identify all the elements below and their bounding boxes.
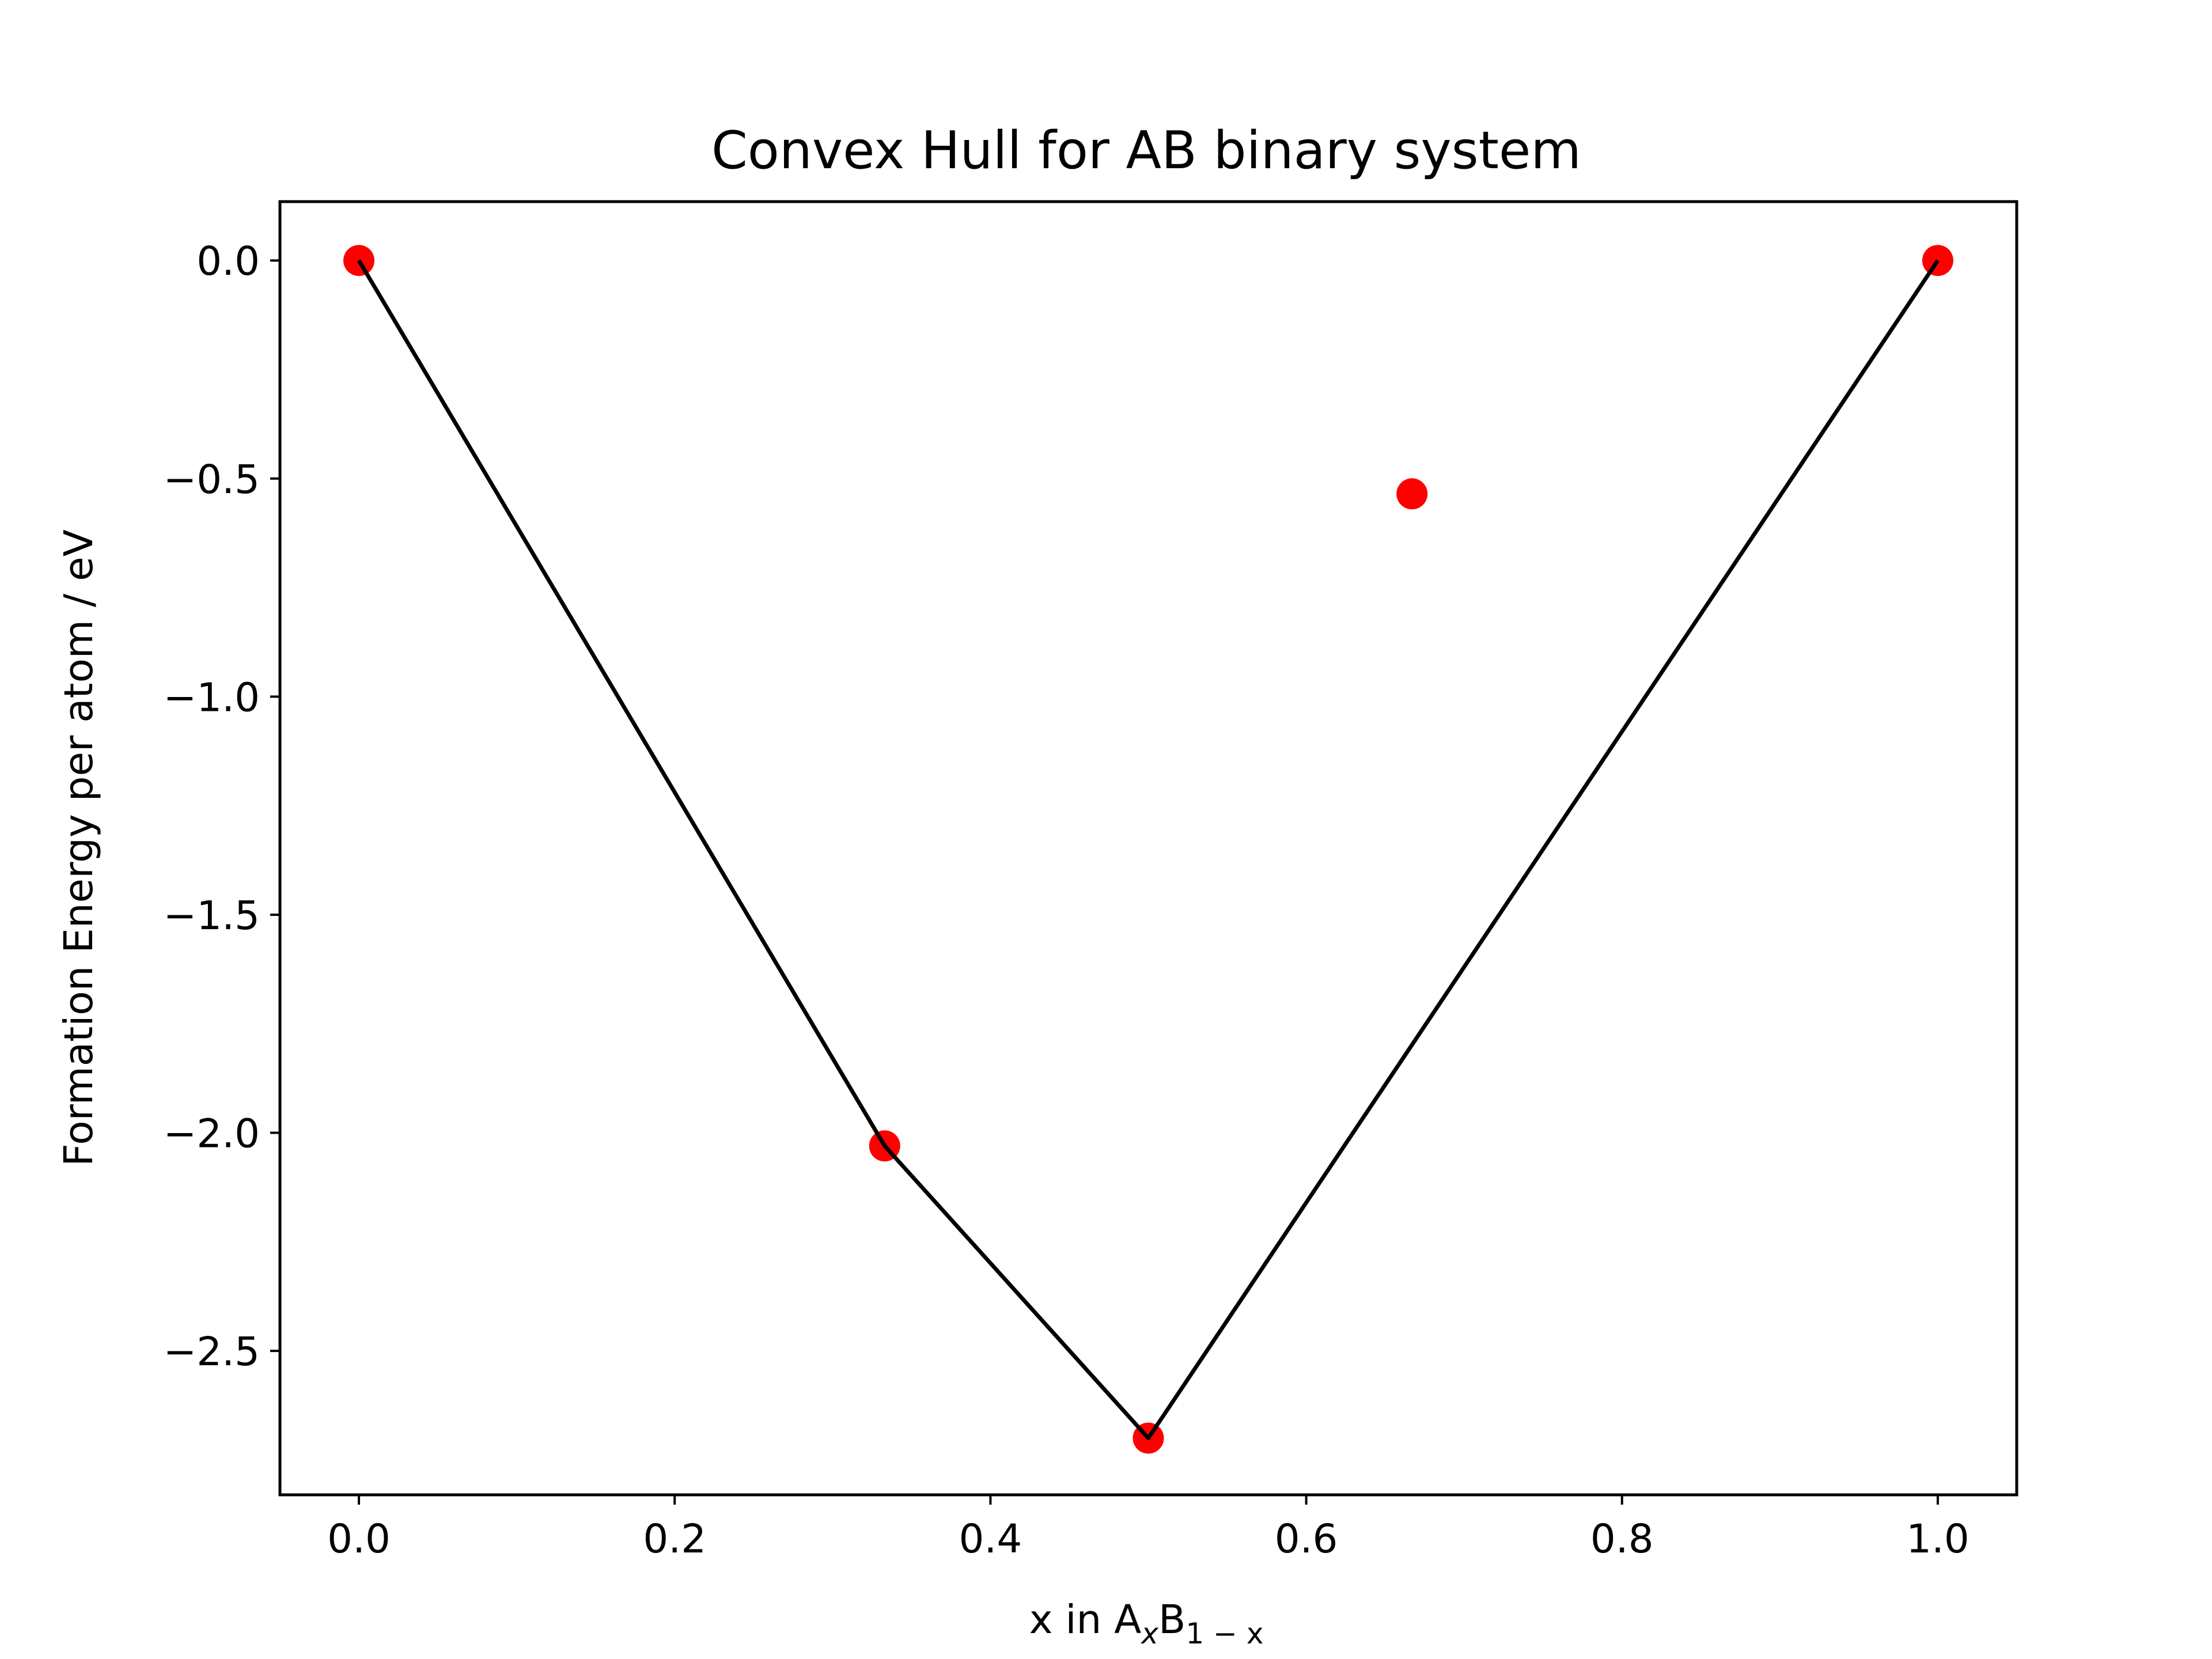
y-tick-label: −1.0 [163, 675, 260, 721]
x-axis-label-prefix: x in A [1029, 1597, 1142, 1643]
y-tick-label: −1.5 [163, 893, 260, 939]
x-tick-label: 0.6 [1275, 1516, 1338, 1562]
x-tick-label: 0.4 [959, 1516, 1022, 1562]
y-axis-label: Formation Energy per atom / eV [56, 529, 102, 1166]
x-axis-label-sub2: 1 − x [1185, 1617, 1263, 1650]
x-axis-label-mid: B [1158, 1597, 1185, 1643]
x-axis-label: x in AxB1 − x [1029, 1597, 1264, 1650]
x-tick-label: 0.2 [643, 1516, 706, 1562]
plot-area [343, 245, 1953, 1454]
y-tick-label: 0.0 [196, 238, 260, 285]
axes-frame [278, 200, 2018, 1497]
x-tick-label: 0.0 [327, 1516, 391, 1562]
x-axis-label-sub1: x [1140, 1617, 1158, 1650]
y-tick-label: −2.5 [163, 1329, 260, 1375]
x-tick-label: 0.8 [1590, 1516, 1654, 1562]
convex-hull-line [357, 259, 1940, 1441]
x-tick-label: 1.0 [1906, 1516, 1969, 1562]
y-tick-label: −0.5 [163, 457, 260, 503]
chart-title: Convex Hull for AB binary system [711, 120, 1581, 181]
y-tick-label: −2.0 [163, 1111, 260, 1157]
data-point [1396, 478, 1428, 510]
